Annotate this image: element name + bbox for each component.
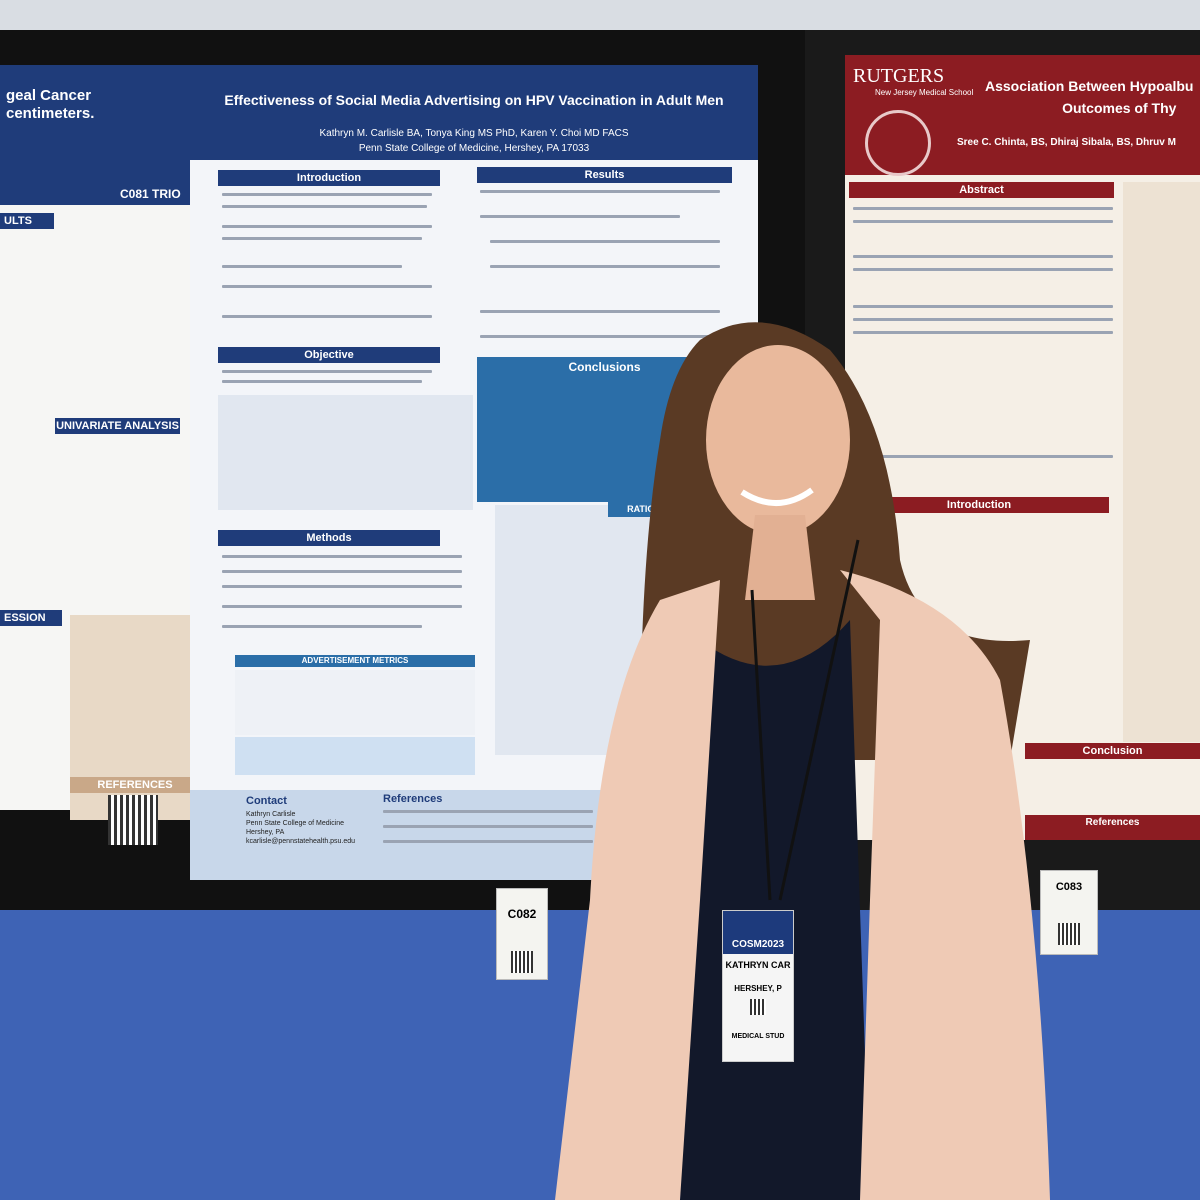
text-line (853, 255, 1113, 258)
name-badge: COSM2023 KATHRYN CAR HERSHEY, P MEDICAL … (722, 910, 794, 1062)
section-header: REFERENCES (70, 777, 200, 793)
board-tag: C082 (496, 888, 548, 980)
text-line (222, 315, 432, 318)
text-line (480, 310, 720, 313)
text-line (222, 605, 462, 608)
title-line: Association Between Hypoalbu (985, 78, 1194, 94)
lanyard (750, 539, 860, 901)
text-line (853, 268, 1113, 271)
metrics-charts (235, 670, 475, 735)
section-header: ADVERTISEMENT METRICS (235, 655, 475, 667)
poster-title: Effectiveness of Social Media Advertisin… (224, 92, 724, 108)
metrics-note (235, 737, 475, 775)
footer (1025, 815, 1200, 840)
title-line: Outcomes of Thy (1062, 100, 1177, 116)
text-line (490, 240, 720, 243)
text-line (490, 265, 720, 268)
qr-code (511, 951, 533, 973)
text-line (383, 840, 593, 843)
right-title: Association Between Hypoalbu Outcomes of… (985, 75, 1193, 119)
contact-line: Kathryn Carlisle (246, 811, 296, 818)
contact: Kathryn Carlisle Penn State College of M… (246, 810, 355, 846)
section-header: UNIVARIATE ANALYSIS (55, 418, 180, 434)
neck (745, 515, 815, 600)
section-header: ULTS (0, 213, 54, 229)
section-header: Results (477, 167, 732, 183)
text-line (222, 205, 427, 208)
section-header: Introduction (849, 497, 1109, 513)
smile (740, 487, 814, 506)
badge-role: MEDICAL STUD (731, 1033, 785, 1040)
contact-line: kcarlisle@pennstatehealth.psu.edu (246, 838, 356, 845)
face (706, 345, 850, 535)
affiliation: Penn State College of Medicine, Hershey,… (358, 143, 590, 154)
qr-code (1058, 923, 1080, 945)
section-header: Conclusion (1025, 743, 1200, 759)
tag-label: C082 (507, 907, 537, 921)
left-poster: geal Cancer centimeters. C081 TRIO ULTS … (0, 65, 222, 845)
badge-event: COSM2023 (723, 911, 793, 954)
qr-code (108, 795, 158, 845)
text-line (222, 570, 462, 573)
blazer-right (840, 570, 1050, 1200)
contact-line: Penn State College of Medicine (246, 820, 345, 827)
section-header: Methods (218, 530, 440, 546)
text-line (222, 225, 432, 228)
ad-examples (218, 395, 473, 510)
text-line (222, 380, 422, 383)
section-header: References (1085, 817, 1140, 828)
badge-name: KATHRYN CAR (725, 960, 791, 970)
text-line (853, 318, 1113, 321)
logo: RUTGERS (853, 65, 945, 87)
text-line (383, 825, 593, 828)
section-header: Abstract (849, 182, 1114, 198)
text-line (222, 237, 422, 240)
text-line (853, 331, 1113, 334)
ad-example (495, 505, 650, 665)
school: New Jersey Medical School (875, 88, 974, 97)
text-line (222, 585, 462, 588)
board-tag: C083 (1040, 870, 1098, 955)
badge-city: HERSHEY, P (734, 984, 782, 993)
section-header: References (383, 793, 443, 805)
contact-line: Hershey, PA (246, 829, 285, 836)
blazer-left (555, 580, 720, 1200)
right-poster: RUTGERS New Jersey Medical School Associ… (845, 55, 1200, 840)
text-line (222, 555, 462, 558)
tag-label: C083 (1055, 881, 1083, 893)
tables (1123, 182, 1200, 742)
title-line: centimeters. (6, 105, 95, 122)
left-title: geal Cancer centimeters. (6, 87, 94, 123)
text-line (853, 207, 1113, 210)
text-line (383, 810, 593, 813)
seal (865, 110, 931, 176)
poster-tag: C081 TRIO (120, 187, 181, 201)
qr-code (750, 999, 766, 1015)
left-header (0, 65, 190, 205)
text-line (480, 190, 720, 193)
text-line (480, 335, 720, 338)
text-line (853, 455, 1113, 458)
text-line (222, 265, 402, 268)
poster-header (190, 65, 758, 160)
section-header: Contact (246, 795, 287, 807)
text-line (222, 625, 422, 628)
text-line (222, 370, 432, 373)
authors: Kathryn M. Carlisle BA, Tonya King MS Ph… (319, 128, 629, 139)
section-header: Objective (218, 347, 440, 363)
text-line (222, 285, 432, 288)
text-line (222, 193, 432, 196)
section-header: ESSION (0, 610, 62, 626)
text-line (853, 305, 1113, 308)
text-line (853, 220, 1113, 223)
authors: Sree C. Chinta, BS, Dhiraj Sibala, BS, D… (957, 137, 1176, 148)
section-header: Introduction (218, 170, 440, 186)
section-header: Conclusions (568, 360, 641, 374)
text-line (480, 215, 680, 218)
title-line: geal Cancer (6, 87, 92, 104)
